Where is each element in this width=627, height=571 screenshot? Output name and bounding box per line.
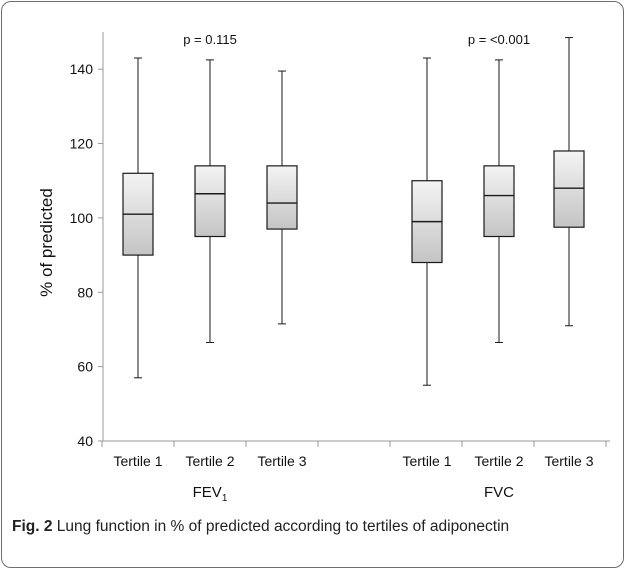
- chart-axes: 40 60 80 100 120 140: [70, 32, 610, 449]
- figure-caption: Fig. 2 Lung function in % of predicted a…: [12, 515, 612, 538]
- chart-boxes: [122, 37, 585, 386]
- box-iqr: [553, 150, 585, 228]
- y-tick-label: 100: [70, 210, 94, 226]
- box-iqr: [483, 165, 515, 238]
- y-tick-label: 80: [77, 284, 93, 300]
- category-label: Tertile 2: [474, 453, 523, 469]
- chart-labels: % of predicted p = 0.115 FEV1 Tertile 1 Tert…: [37, 32, 594, 504]
- y-tick-label: 120: [70, 136, 94, 152]
- y-tick-label: 140: [70, 61, 94, 77]
- y-tick-label: 60: [77, 359, 93, 375]
- p-value-label: p = <0.001: [468, 32, 530, 47]
- group-label: FEV1: [193, 484, 228, 504]
- box-iqr: [194, 165, 226, 238]
- category-label: Tertile 1: [402, 453, 451, 469]
- y-tick-label: 40: [77, 433, 93, 449]
- group-label: FVC: [484, 484, 514, 501]
- box-iqr: [266, 165, 298, 230]
- category-label: Tertile 3: [544, 453, 593, 469]
- category-label: Tertile 2: [185, 453, 234, 469]
- category-label: Tertile 3: [257, 453, 306, 469]
- boxplot-chart: 40 60 80 100 120 140 % of predicted p = 0.115 F…: [37, 32, 610, 504]
- figure-caption-text: Lung function in % of predicted accordin…: [56, 518, 510, 535]
- p-value-label: p = 0.115: [183, 32, 237, 47]
- figure-label: Fig. 2: [12, 518, 53, 535]
- y-axis-label: % of predicted: [37, 188, 56, 297]
- group-label-subscript: 1: [222, 493, 228, 504]
- category-label: Tertile 1: [113, 453, 162, 469]
